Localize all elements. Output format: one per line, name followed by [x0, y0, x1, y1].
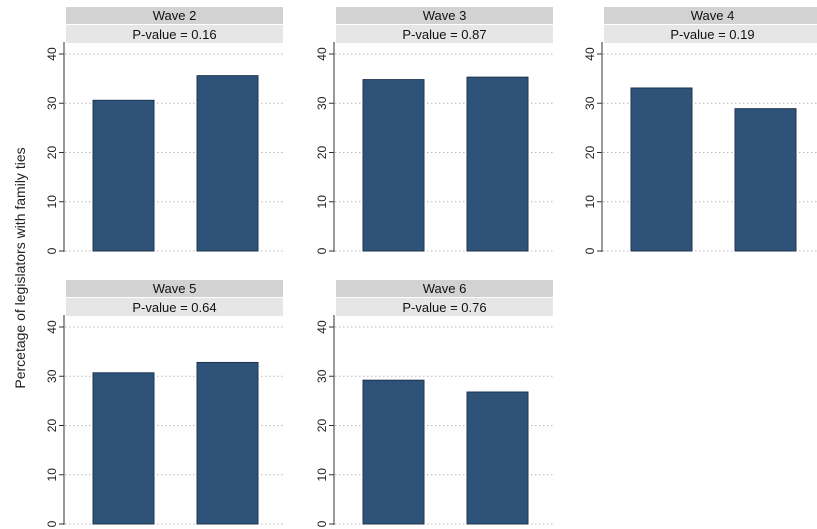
panel-subtitle: P-value = 0.16	[132, 27, 216, 42]
panel-subtitle-strip	[604, 25, 817, 43]
y-tick-label: 30	[45, 369, 59, 383]
bar	[362, 79, 425, 252]
y-tick-label: 30	[315, 96, 329, 110]
y-tick-label: 0	[315, 247, 329, 254]
panel-3: Wave 4 P-value = 0.19 0 10 20 30 40	[583, 7, 817, 254]
panel-title: Wave 6	[423, 281, 467, 296]
panel-title-strip	[66, 280, 283, 297]
bar	[92, 372, 155, 525]
panel-subtitle: P-value = 0.64	[132, 300, 216, 315]
y-tick-label: 10	[45, 468, 59, 482]
panel-5: Wave 6 P-value = 0.76 0 10 20 30 40	[315, 280, 553, 527]
bar	[92, 99, 155, 252]
y-tick-label: 20	[45, 419, 59, 433]
panel-subtitle: P-value = 0.87	[402, 27, 486, 42]
panel-subtitle-strip	[336, 298, 553, 316]
y-tick-label: 30	[583, 96, 597, 110]
y-tick-label: 10	[315, 468, 329, 482]
y-tick-label: 30	[45, 96, 59, 110]
y-tick-label: 20	[315, 146, 329, 160]
bar	[630, 87, 693, 252]
panel-1: Wave 2 P-value = 0.16 0 10 20 30 40	[45, 7, 283, 254]
y-tick-label: 20	[583, 146, 597, 160]
y-tick-label: 30	[315, 369, 329, 383]
y-tick-label: 10	[315, 195, 329, 209]
bar	[734, 108, 797, 252]
y-tick-label: 0	[583, 247, 597, 254]
bar	[362, 379, 425, 525]
y-tick-label: 40	[45, 320, 59, 334]
panel-title: Wave 5	[153, 281, 197, 296]
panel-title-strip	[66, 7, 283, 24]
panel-4: Wave 5 P-value = 0.64 0 10 20 30 40	[45, 280, 283, 527]
y-tick-label: 10	[583, 195, 597, 209]
y-tick-label: 20	[45, 146, 59, 160]
panel-subtitle-strip	[66, 298, 283, 316]
y-tick-label: 40	[315, 320, 329, 334]
panel-subtitle-strip	[336, 25, 553, 43]
y-tick-label: 10	[45, 195, 59, 209]
panel-subtitle-strip	[66, 25, 283, 43]
bar	[466, 391, 529, 525]
panel-title-strip	[336, 7, 553, 24]
y-tick-label: 0	[45, 247, 59, 254]
y-tick-label: 20	[315, 419, 329, 433]
panel-subtitle: P-value = 0.76	[402, 300, 486, 315]
panel-2: Wave 3 P-value = 0.87 0 10 20 30 40	[315, 7, 553, 254]
y-tick-label: 40	[315, 47, 329, 61]
panel-title: Wave 2	[153, 8, 197, 23]
bar	[196, 75, 259, 252]
panel-title: Wave 3	[423, 8, 467, 23]
bar	[466, 76, 529, 252]
y-tick-label: 40	[45, 47, 59, 61]
y-tick-label: 0	[45, 520, 59, 527]
panel-subtitle: P-value = 0.19	[670, 27, 754, 42]
bar	[196, 361, 259, 525]
y-tick-label: 40	[583, 47, 597, 61]
panel-title: Wave 4	[691, 8, 735, 23]
panel-title-strip	[604, 7, 817, 24]
panel-title-strip	[336, 280, 553, 297]
y-tick-label: 0	[315, 520, 329, 527]
